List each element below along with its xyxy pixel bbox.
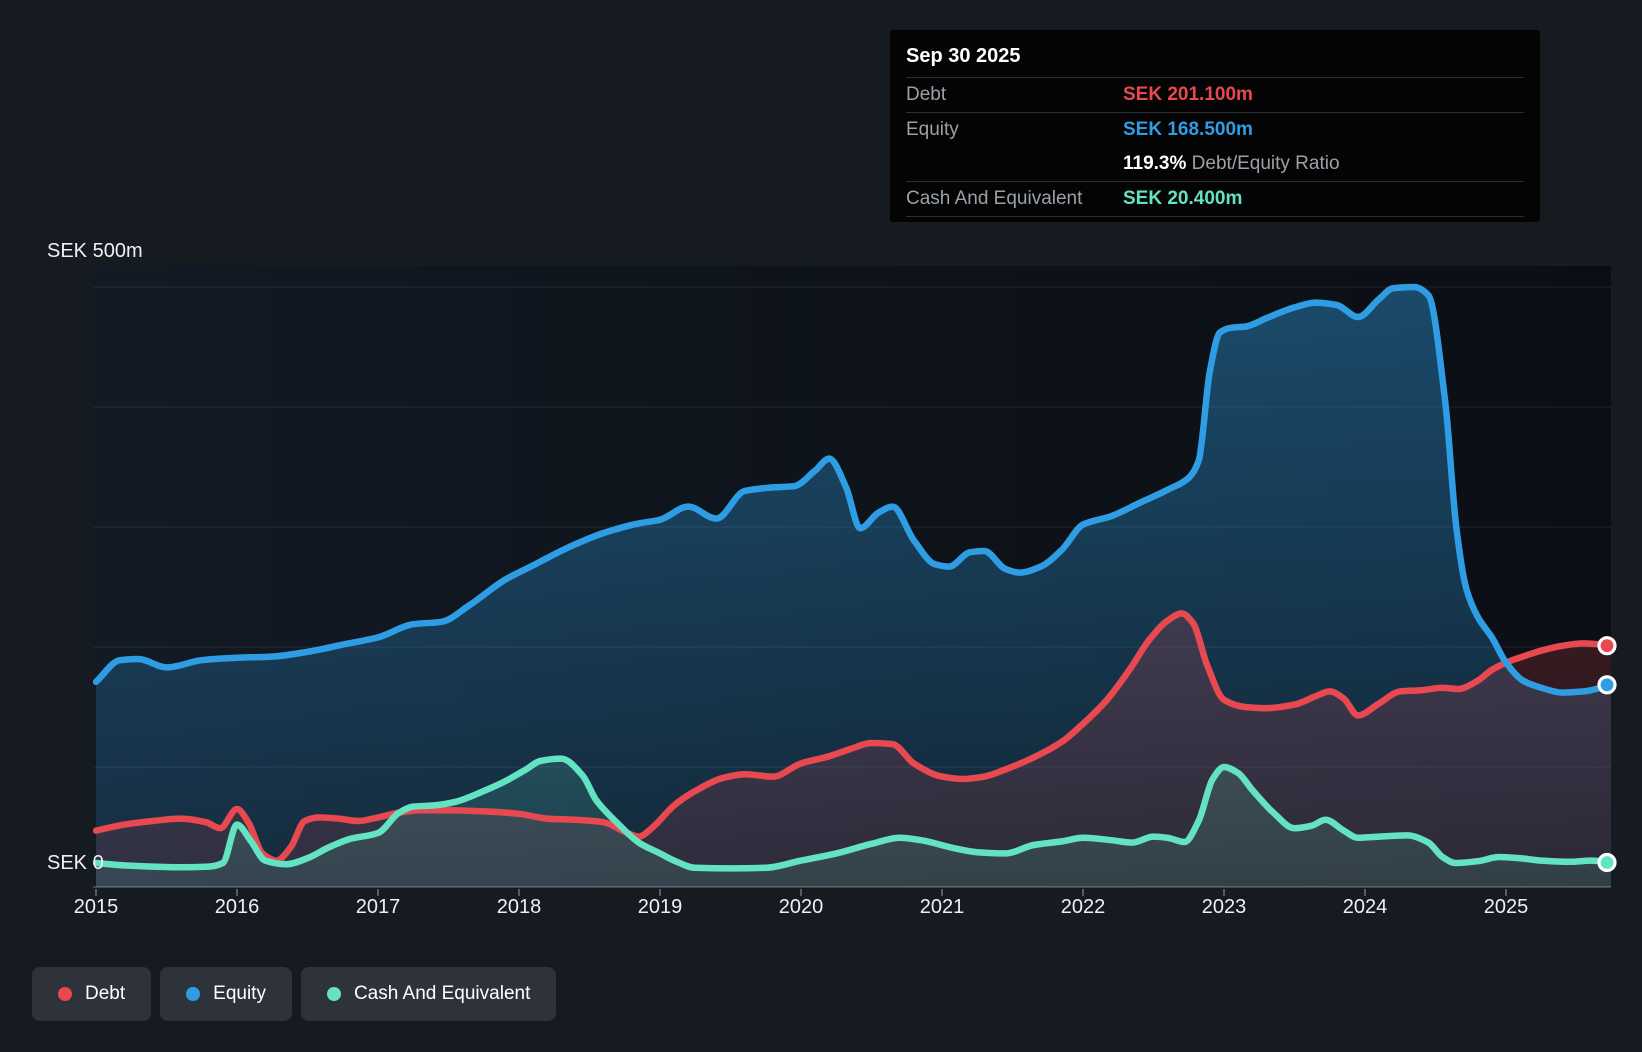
legend-item-label: Cash And Equivalent [354,983,530,1005]
legend-item-label: Debt [85,983,125,1005]
x-axis-year-label: 2019 [638,896,683,919]
chart-tooltip: Sep 30 2025 Debt SEK 201.100m Equity SEK… [890,30,1540,222]
tooltip-ratio: 119.3% Debt/Equity Ratio [1123,153,1340,175]
x-axis-year-label: 2018 [497,896,542,919]
tooltip-row-cash: Cash And Equivalent SEK 20.400m [906,182,1524,217]
x-axis-year-label: 2025 [1484,896,1529,919]
y-axis-max-label: SEK 500m [47,240,143,263]
legend-item-debt[interactable]: Debt [32,967,151,1021]
tooltip-debt-value: SEK 201.100m [1123,84,1253,106]
x-axis: 2015 2016 2017 2018 2019 2020 2021 2022 2023 2024… [0,896,1642,922]
tooltip-row-ratio: 119.3% Debt/Equity Ratio [906,147,1524,182]
debt-equity-history-chart: SEK 500m SEK 0 2015201620172018201920202… [0,0,1642,1052]
legend-item-equity[interactable]: Equity [160,967,292,1021]
tooltip-ratio-label: Debt/Equity Ratio [1186,153,1339,174]
x-axis-year-label: 2016 [215,896,260,919]
tooltip-date: Sep 30 2025 [906,30,1524,78]
tooltip-cash-label: Cash And Equivalent [906,188,1123,210]
legend-item-cash-and-equivalent[interactable]: Cash And Equivalent [301,967,556,1021]
legend-item-label: Equity [213,983,266,1005]
tooltip-cash-value: SEK 20.400m [1123,188,1242,210]
x-axis-year-label: 2024 [1343,896,1388,919]
cash-and-equivalent-endpoint-dot [1599,855,1615,871]
x-axis-year-label: 2017 [356,896,401,919]
legend-dot-icon [327,987,341,1001]
tooltip-debt-label: Debt [906,84,1123,106]
legend-dot-icon [186,987,200,1001]
tooltip-equity-value: SEK 168.500m [1123,119,1253,141]
x-axis-year-label: 2021 [920,896,965,919]
tooltip-row-equity: Equity SEK 168.500m [906,113,1524,147]
x-axis-year-label: 2023 [1202,896,1247,919]
x-axis-year-label: 2022 [1061,896,1106,919]
tooltip-ratio-percent: 119.3% [1123,153,1186,174]
equity-endpoint-dot [1599,677,1615,693]
x-axis-year-label: 2015 [74,896,119,919]
legend-dot-icon [58,987,72,1001]
debt-endpoint-dot [1599,638,1615,654]
tooltip-row-debt: Debt SEK 201.100m [906,78,1524,113]
chart-legend: Debt Equity Cash And Equivalent [32,967,556,1021]
tooltip-equity-label: Equity [906,119,1123,141]
x-axis-year-label: 2020 [779,896,824,919]
y-axis-zero-label: SEK 0 [47,852,104,875]
